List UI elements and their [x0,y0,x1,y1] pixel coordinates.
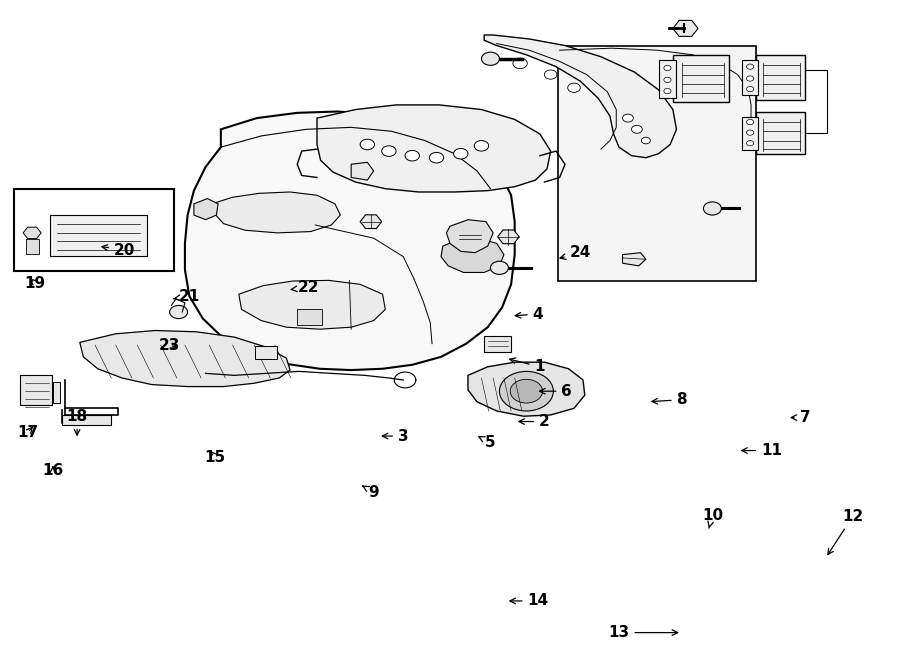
Text: 19: 19 [24,276,45,290]
Polygon shape [360,215,382,229]
Text: 21: 21 [174,289,200,303]
Circle shape [169,305,187,319]
Polygon shape [558,46,755,281]
Text: 23: 23 [159,338,180,352]
Text: 6: 6 [539,383,572,399]
Bar [742,117,758,150]
Circle shape [746,87,753,92]
Circle shape [746,76,753,81]
Text: 1: 1 [509,358,545,374]
Text: 12: 12 [828,509,863,555]
Circle shape [482,52,500,65]
Text: 20: 20 [102,243,135,258]
Circle shape [429,153,444,163]
Circle shape [746,130,753,136]
Circle shape [632,126,643,134]
Bar [255,346,276,359]
Bar [660,60,676,98]
Polygon shape [441,238,504,272]
Text: 7: 7 [791,410,810,425]
Circle shape [544,70,557,79]
Text: 2: 2 [519,414,550,429]
Circle shape [664,89,671,94]
Circle shape [360,139,374,150]
Polygon shape [446,219,493,253]
Text: 22: 22 [292,280,319,295]
Text: 15: 15 [204,449,225,465]
Text: 16: 16 [42,463,63,478]
Circle shape [513,58,527,69]
Circle shape [382,146,396,157]
Circle shape [623,114,634,122]
Circle shape [746,120,753,125]
Circle shape [510,379,543,403]
Polygon shape [297,309,322,325]
Polygon shape [23,227,41,239]
Polygon shape [212,192,340,233]
Text: 11: 11 [742,443,782,458]
Text: 17: 17 [17,425,38,440]
Circle shape [491,261,508,274]
Polygon shape [673,20,698,36]
Bar [21,375,52,405]
Circle shape [664,65,671,71]
Bar [755,55,805,100]
Text: 24: 24 [560,245,591,260]
Text: 8: 8 [652,392,688,407]
Circle shape [664,77,671,83]
Text: 13: 13 [608,625,678,640]
Circle shape [746,64,753,69]
Text: 18: 18 [67,408,87,435]
Text: 4: 4 [516,307,544,321]
Bar [484,336,511,352]
Polygon shape [484,35,677,158]
Polygon shape [184,112,515,370]
Bar [755,112,805,155]
Bar [53,382,60,403]
Bar [14,188,174,271]
Polygon shape [80,330,290,387]
Circle shape [454,149,468,159]
Polygon shape [498,230,519,244]
Text: 9: 9 [363,485,379,500]
Circle shape [405,151,419,161]
Polygon shape [351,163,374,180]
Bar [742,60,758,95]
Circle shape [746,141,753,146]
Text: 3: 3 [382,428,409,444]
Circle shape [568,83,580,93]
Bar [62,415,112,425]
Circle shape [474,141,489,151]
Text: 10: 10 [702,508,723,528]
Bar [26,239,40,254]
Text: 5: 5 [479,435,496,450]
Polygon shape [468,362,585,416]
Polygon shape [194,198,218,219]
Circle shape [642,137,651,144]
Polygon shape [623,253,646,266]
Circle shape [704,202,722,215]
Bar [673,55,729,102]
Polygon shape [238,280,385,329]
Polygon shape [317,105,551,192]
Circle shape [500,371,554,411]
Text: 14: 14 [510,594,549,608]
Bar [50,215,148,256]
